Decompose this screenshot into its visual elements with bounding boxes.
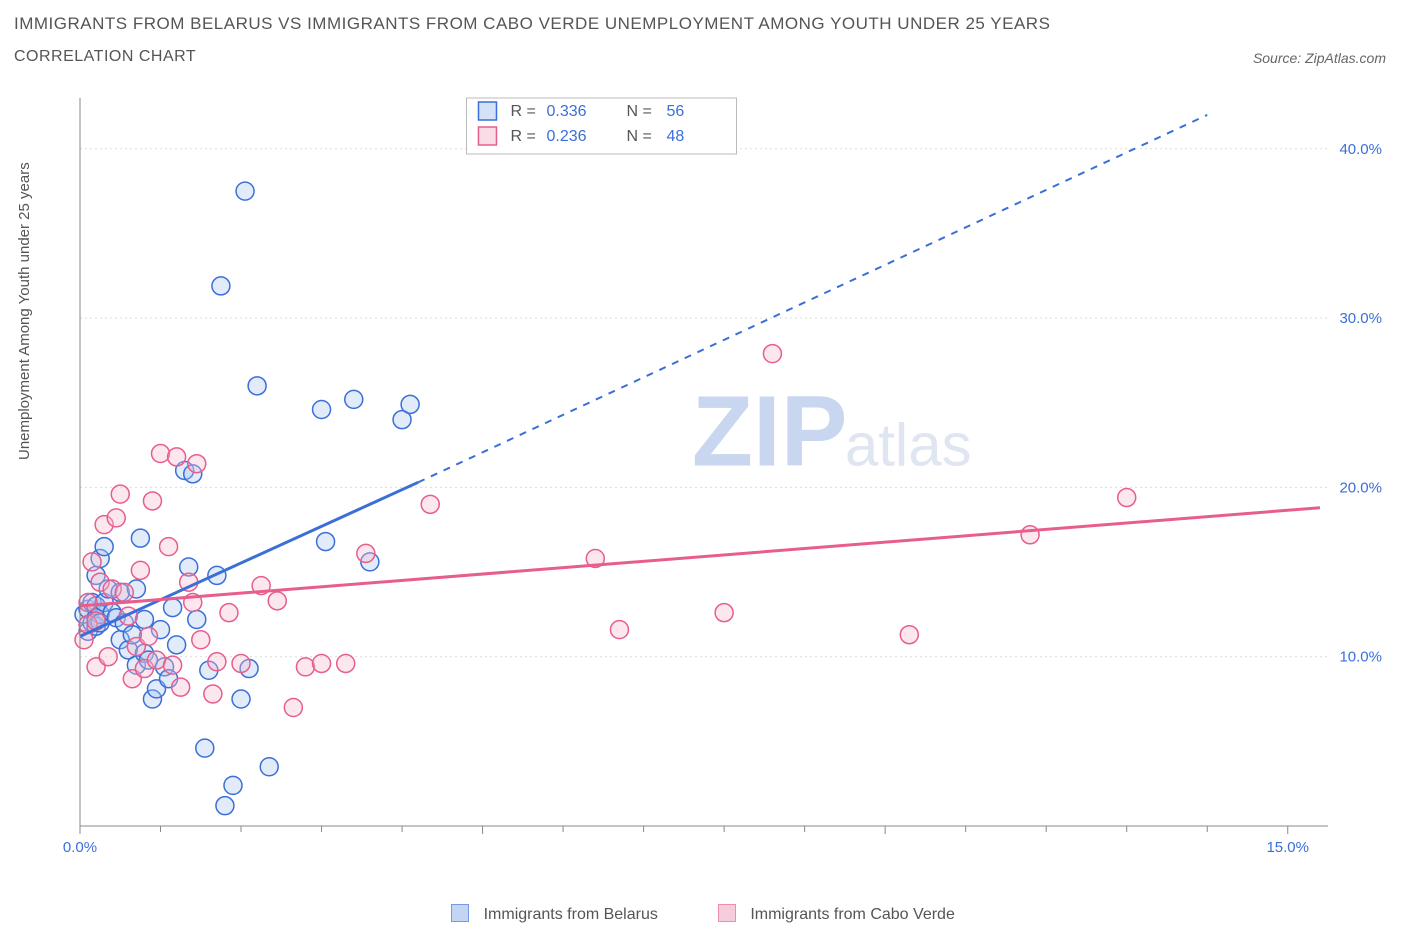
svg-text:48: 48	[666, 128, 684, 145]
title-line-1: IMMIGRANTS FROM BELARUS VS IMMIGRANTS FR…	[14, 14, 1050, 34]
svg-text:15.0%: 15.0%	[1266, 839, 1309, 856]
title-line-2: CORRELATION CHART	[14, 48, 1050, 66]
chart-title: IMMIGRANTS FROM BELARUS VS IMMIGRANTS FR…	[14, 14, 1050, 66]
svg-text:N =: N =	[626, 128, 651, 145]
source-attribution: Source: ZipAtlas.com	[1253, 50, 1386, 66]
plot-area: ZIPatlas 0.0% 15.0% 10.0% 20.0% 30.0% 40.0% R =…	[60, 88, 1388, 866]
svg-text:0.236: 0.236	[546, 128, 586, 145]
svg-text:20.0%: 20.0%	[1339, 479, 1382, 496]
legend-item-cabo-verde: Immigrants from Cabo Verde	[718, 904, 955, 924]
legend-item-belarus: Immigrants from Belarus	[451, 904, 658, 924]
svg-text:N =: N =	[626, 103, 651, 120]
svg-text:40.0%: 40.0%	[1339, 141, 1382, 158]
svg-text:0.336: 0.336	[546, 103, 586, 120]
legend-label-belarus: Immigrants from Belarus	[484, 906, 658, 923]
legend-label-cabo-verde: Immigrants from Cabo Verde	[750, 906, 955, 923]
svg-text:R =: R =	[510, 128, 535, 145]
svg-text:R =: R =	[510, 103, 535, 120]
svg-text:0.0%: 0.0%	[63, 839, 97, 856]
svg-text:ZIP: ZIP	[692, 375, 848, 487]
bottom-legend: Immigrants from Belarus Immigrants from …	[0, 904, 1406, 924]
legend-swatch-belarus	[451, 904, 469, 922]
scatter-chart: ZIPatlas 0.0% 15.0% 10.0% 20.0% 30.0% 40.0% R =…	[60, 88, 1388, 866]
svg-text:56: 56	[666, 103, 684, 120]
svg-text:30.0%: 30.0%	[1339, 310, 1382, 327]
svg-text:atlas: atlas	[845, 411, 972, 478]
legend-swatch-cabo-verde	[718, 904, 736, 922]
svg-text:10.0%: 10.0%	[1339, 649, 1382, 666]
y-axis-label: Unemployment Among Youth under 25 years	[16, 162, 33, 460]
